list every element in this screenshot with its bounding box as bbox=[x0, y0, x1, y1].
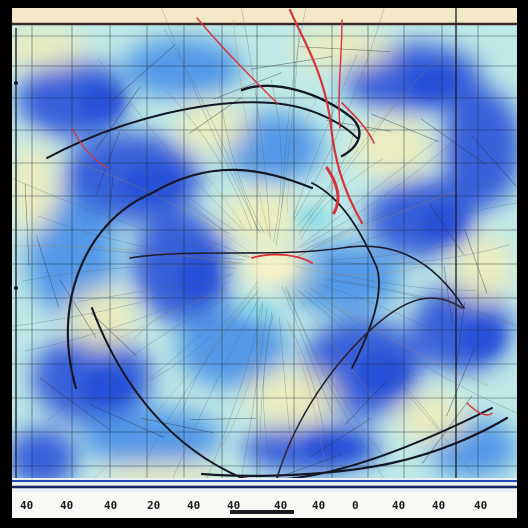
tick-label: 40 bbox=[392, 499, 405, 512]
red-line-left bbox=[71, 127, 108, 169]
red-line-lower-right bbox=[466, 402, 493, 416]
tick-label: 40 bbox=[60, 499, 73, 512]
artwork-panel: 40 40 40 20 40 40 40 40 0 40 40 40 bbox=[12, 8, 517, 518]
red-line-main bbox=[288, 8, 364, 225]
tick-label: 40 bbox=[474, 499, 487, 512]
center-glow bbox=[214, 230, 334, 310]
top-band bbox=[12, 8, 517, 26]
red-line-hook bbox=[341, 102, 375, 144]
red-line-upper-left bbox=[196, 17, 278, 104]
tick-label: 40 bbox=[104, 499, 117, 512]
tick-label: 40 bbox=[432, 499, 445, 512]
tick-label: 40 bbox=[227, 499, 240, 512]
red-accent bbox=[325, 166, 340, 215]
grid-overlay bbox=[12, 8, 517, 478]
left-rail bbox=[14, 28, 18, 478]
tick-label: 40 bbox=[187, 499, 200, 512]
red-line-upper-right bbox=[338, 19, 343, 129]
tick-label: 40 bbox=[312, 499, 325, 512]
red-lines bbox=[71, 8, 493, 416]
tick-label: 40 bbox=[20, 499, 33, 512]
bottom-tick-labels: 40 40 40 20 40 40 40 40 0 40 40 40 bbox=[20, 499, 487, 514]
hook-curve bbox=[240, 84, 361, 158]
tick-label: 0 bbox=[352, 499, 359, 512]
bottom-scale bbox=[12, 478, 517, 518]
tick-label: 20 bbox=[147, 499, 160, 512]
left-arc-curve bbox=[66, 168, 314, 390]
red-line-center bbox=[251, 253, 313, 264]
upper-arc-curve bbox=[46, 101, 358, 159]
abstract-artwork: 40 40 40 20 40 40 40 40 0 40 40 40 bbox=[12, 8, 517, 518]
bottom-sweep-curve bbox=[200, 416, 509, 477]
middle-band-curve bbox=[129, 245, 465, 309]
scale-mark bbox=[230, 510, 294, 514]
rising-curve bbox=[276, 297, 463, 479]
tick-label: 40 bbox=[274, 499, 287, 512]
